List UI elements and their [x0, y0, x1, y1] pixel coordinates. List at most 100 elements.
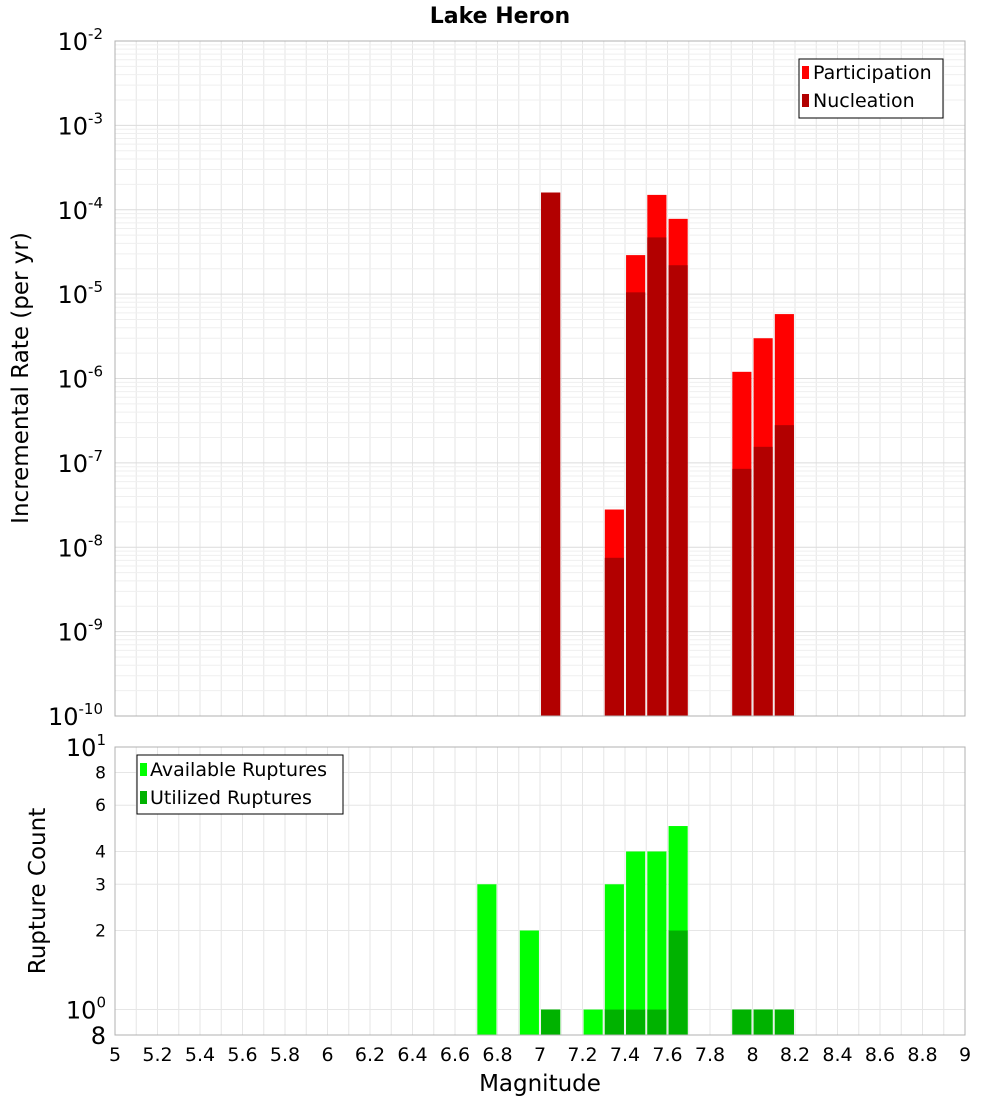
rate-y-tick-label: 10-4 [57, 194, 103, 225]
chart-title: Lake Heron [430, 4, 570, 29]
count-legend: Available Ruptures Utilized Ruptures [136, 754, 344, 815]
available-bar [647, 851, 667, 1035]
x-tick-label: 7.8 [695, 1044, 725, 1066]
nucleation-bar [732, 468, 752, 716]
nucleation-bar [541, 192, 561, 717]
count-y-tick-base: 8 [91, 1022, 106, 1050]
x-tick-labels: 5 5.2 5.4 5.6 5.8 6 6.2 6.4 6.6 6.8 7 7.2 7.4 7.6 7.8 8… [109, 1044, 971, 1066]
available-swatch [140, 763, 147, 776]
participation-swatch [802, 66, 809, 79]
x-tick-label: 8.6 [865, 1044, 895, 1066]
x-tick-label: 5.6 [227, 1044, 257, 1066]
count-y-tick-label: 8 [95, 763, 106, 783]
rate-y-tick-label: 10-3 [57, 109, 103, 140]
count-y-tick-exp: 0 [96, 994, 106, 1012]
rate-y-tick-base: 10 [57, 366, 88, 394]
rate-y-axis-label: Incremental Rate (per yr) [8, 232, 34, 524]
x-tick-label: 7 [534, 1044, 546, 1066]
count-y-axis-label: Rupture Count [25, 808, 51, 974]
count-bars [477, 826, 794, 1035]
utilized-bar [541, 1009, 561, 1035]
x-tick-label: 6.4 [397, 1044, 427, 1066]
utilized-swatch [140, 791, 147, 804]
rate-plot-frame [114, 40, 966, 717]
x-tick-label: 8 [746, 1044, 758, 1066]
rate-y-tick-label: 10-10 [48, 700, 103, 731]
rate-legend: Participation Nucleation [798, 58, 944, 119]
rate-y-tick-base: 10 [57, 28, 88, 56]
count-y-tick-label: 6 [95, 796, 106, 816]
available-bar [583, 1009, 603, 1035]
utilized-bar [753, 1009, 773, 1035]
x-tick-label: 6.8 [482, 1044, 512, 1066]
rate-y-tick-label: 10-8 [57, 531, 103, 562]
utilized-legend-label: Utilized Ruptures [150, 787, 312, 809]
nucleation-bar [626, 292, 646, 716]
rate-y-tick-exp: -9 [88, 616, 103, 634]
x-tick-label: 6 [321, 1044, 333, 1066]
rate-y-tick-exp: -6 [88, 363, 103, 381]
count-y-tick-label: 3 [95, 875, 106, 895]
count-y-tick-label: 8 [91, 1022, 106, 1050]
count-y-tick-label: 4 [95, 842, 106, 862]
x-tick-label: 6.6 [440, 1044, 470, 1066]
participation-legend-label: Participation [813, 62, 932, 84]
count-y-tick-base: 6 [95, 796, 106, 816]
rate-y-tick-base: 10 [57, 281, 88, 309]
x-tick-label: 7.6 [652, 1044, 682, 1066]
rate-y-tick-exp: -2 [88, 25, 103, 43]
rate-y-tick-base: 10 [48, 703, 79, 731]
x-tick-label: 8.2 [780, 1044, 810, 1066]
count-legend-box [136, 754, 344, 815]
nucleation-bar [604, 557, 624, 716]
nucleation-swatch [802, 94, 809, 107]
rate-y-tick-exp: -7 [88, 447, 103, 465]
utilized-bar [668, 930, 688, 1035]
rate-y-tick-label: 10-6 [57, 363, 103, 394]
x-axis-label: Magnitude [479, 1071, 601, 1097]
utilized-bar [732, 1009, 752, 1035]
rate-y-tick-exp: -4 [88, 194, 103, 212]
count-y-tick-base: 8 [95, 763, 106, 783]
count-y-tick-label: 100 [66, 994, 106, 1025]
utilized-bar [774, 1009, 794, 1035]
rate-bars [541, 192, 794, 717]
rate-y-tick-base: 10 [57, 619, 88, 647]
rate-y-tick-base: 10 [57, 450, 88, 478]
rate-y-tick-label: 10-9 [57, 616, 103, 647]
count-y-tick-base: 2 [95, 922, 106, 942]
available-bar [477, 884, 497, 1035]
rate-legend-box [798, 58, 944, 119]
rate-y-tick-base: 10 [57, 534, 88, 562]
rate-y-tick-exp: -5 [88, 278, 103, 296]
count-y-tick-label: 101 [66, 731, 106, 762]
available-legend-label: Available Ruptures [150, 759, 327, 781]
available-bar [626, 851, 646, 1035]
rate-y-tick-label: 10-7 [57, 447, 103, 478]
x-tick-label: 8.4 [822, 1044, 852, 1066]
available-bar [604, 884, 624, 1035]
rate-y-tick-base: 10 [57, 112, 88, 140]
count-y-tick-base: 3 [95, 875, 106, 895]
count-y-tick-base: 10 [66, 997, 97, 1025]
x-tick-label: 7.4 [610, 1044, 640, 1066]
nucleation-bar [774, 425, 794, 716]
rate-y-tick-label: 10-5 [57, 278, 103, 309]
rate-y-tick-exp: -10 [79, 700, 104, 718]
rate-y-tick-exp: -3 [88, 109, 103, 127]
x-tick-label: 8.8 [907, 1044, 937, 1066]
utilized-bar [604, 1009, 624, 1035]
count-y-tick-label: 2 [95, 922, 106, 942]
utilized-bar [626, 1009, 646, 1035]
x-tick-label: 5 [109, 1044, 121, 1066]
x-tick-label: 5.8 [270, 1044, 300, 1066]
utilized-bar [647, 1009, 667, 1035]
rate-y-tick-exp: -8 [88, 531, 103, 549]
rate-y-tick-label: 10-2 [57, 25, 103, 56]
x-tick-label: 5.2 [142, 1044, 172, 1066]
